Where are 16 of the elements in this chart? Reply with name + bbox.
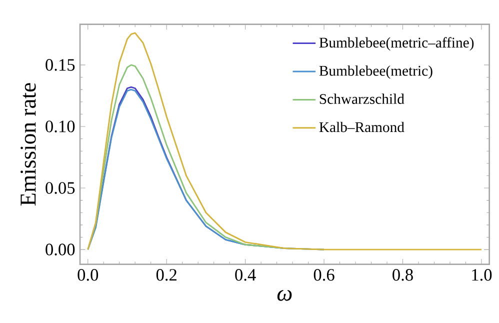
x-tick-label: 0.8 — [392, 269, 413, 281]
legend-label: Schwarzschild — [320, 94, 404, 104]
x-tick-label: 0.6 — [314, 269, 334, 281]
x-tick-label: 0.2 — [156, 269, 176, 281]
legend-label: Bumblebee(metric) — [319, 65, 432, 79]
y-tick-label: 0.05 — [46, 182, 75, 194]
x-axis-title: ω — [277, 290, 292, 301]
x-tick-label: 1.0 — [472, 269, 492, 281]
y-tick-label: 0.15 — [46, 59, 75, 71]
legend-label: Bumblebee(metric–affine) — [319, 37, 474, 51]
x-tick-label: 0.4 — [235, 269, 256, 281]
y-axis-title: Emission rate — [20, 83, 36, 206]
y-tick-label: 0.00 — [46, 244, 75, 256]
legend-label: Kalb–Ramond — [319, 122, 404, 132]
x-tick-label: 0.0 — [78, 269, 98, 281]
y-tick-label: 0.10 — [46, 120, 75, 132]
